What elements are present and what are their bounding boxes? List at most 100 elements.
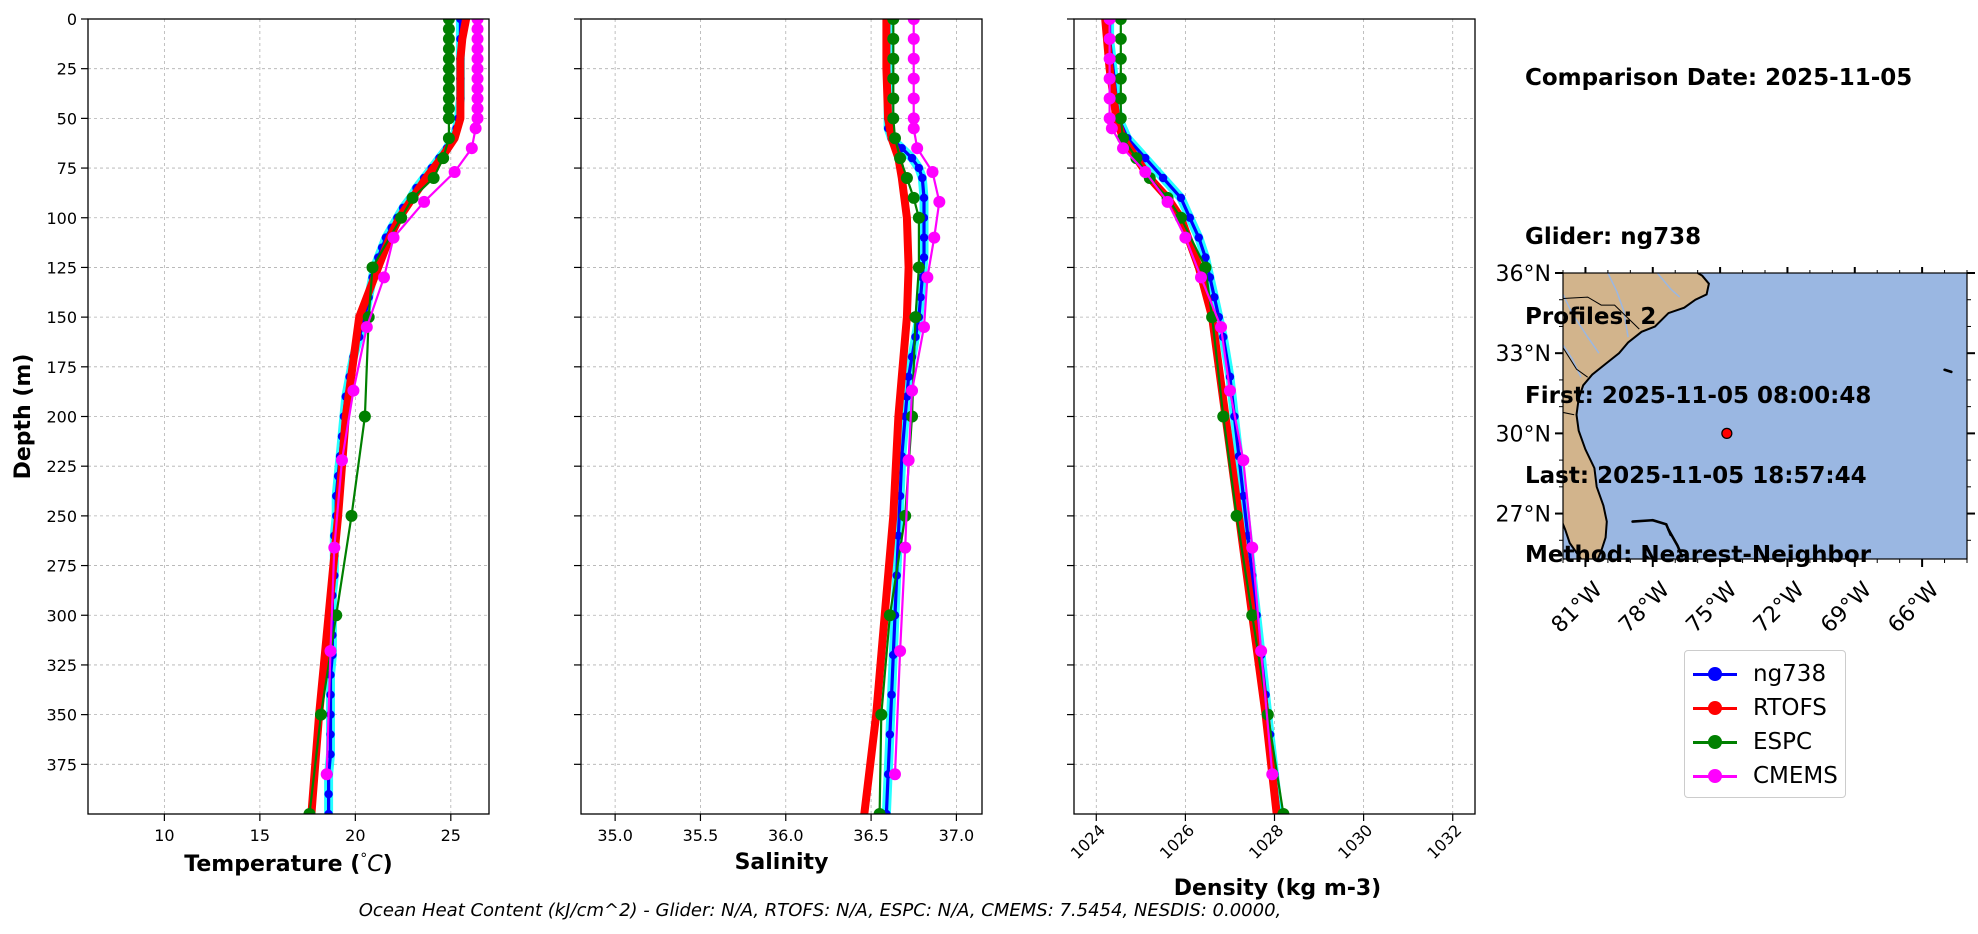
data-point-espc (366, 261, 379, 274)
data-point-cmems (907, 92, 920, 105)
x-tick-label: 1032 (1423, 821, 1465, 863)
data-point-cmems (1103, 72, 1116, 85)
x-tick-label: 1024 (1067, 821, 1109, 863)
data-point-espc (887, 112, 900, 125)
y-tick-label: 300 (46, 606, 77, 625)
data-point-ng738 (904, 372, 913, 381)
ocean-heat-content-footer: Ocean Heat Content (kJ/cm^2) - Glider: N… (358, 900, 1282, 921)
x-tick-label: 15 (250, 826, 270, 845)
data-point-ng738 (918, 173, 927, 183)
data-point-cmems (387, 231, 400, 244)
x-tick-label: 36.0 (768, 826, 804, 845)
legend: ng738 RTOFS ESPC CMEMS (1684, 650, 1846, 798)
data-point-cmems (1215, 321, 1228, 334)
data-point-espc (888, 132, 901, 145)
data-point-cmems (469, 122, 482, 135)
legend-label: RTOFS (1753, 695, 1827, 721)
data-point-cmems (894, 645, 907, 658)
data-point-espc (875, 708, 888, 721)
data-point-cmems (1194, 271, 1207, 284)
x-tick-label: 20 (345, 826, 365, 845)
data-point-ng738 (1210, 293, 1219, 302)
state-border (1563, 296, 1640, 330)
data-point-espc (358, 410, 371, 423)
data-point-espc (437, 152, 450, 165)
data-point-cmems (1161, 195, 1174, 208)
data-point-espc (887, 72, 900, 85)
data-point-cmems (933, 195, 946, 208)
data-point-espc (406, 191, 419, 204)
data-point-cmems (926, 166, 939, 179)
data-point-ng738 (907, 153, 917, 163)
data-point-cmems (418, 195, 431, 208)
legend-swatch-marker (1708, 701, 1722, 715)
data-point-cmems (1117, 142, 1130, 155)
data-point-ng738 (916, 293, 925, 302)
data-point-cmems (1139, 166, 1152, 179)
profile-panel-2: 35.0 35.5 36.0 36.5 37.0 Salinity (574, 18, 983, 875)
data-point-ng738 (1158, 173, 1168, 183)
state-border (1563, 346, 1588, 378)
data-point-espc (906, 410, 919, 423)
data-point-espc (427, 172, 440, 184)
x-axis-label: Temperature (°C) (184, 851, 392, 877)
data-point-espc (907, 191, 920, 204)
data-point-cmems (471, 92, 484, 105)
x-tick-label: 1030 (1334, 821, 1376, 863)
legend-item: ng738 (1693, 659, 1843, 689)
x-tick-label: 35.0 (597, 826, 633, 845)
data-point-espc (442, 52, 455, 65)
data-point-espc (395, 211, 408, 224)
data-point-espc (912, 261, 925, 274)
data-point-cmems (328, 541, 341, 554)
data-point-cmems (471, 82, 484, 95)
info-line: Glider: ng738 (1525, 224, 1702, 250)
data-point-ng738 (919, 253, 929, 262)
legend-swatch-marker (1708, 769, 1722, 783)
data-point-espc (894, 152, 907, 165)
data-point-ng738 (1185, 213, 1195, 222)
data-point-cmems (906, 384, 919, 397)
data-point-espc (442, 42, 455, 55)
legend-swatch-marker (1708, 735, 1722, 749)
y-axis-label: Depth (m) (11, 354, 36, 480)
y-tick-label: 150 (46, 308, 77, 327)
data-point-espc (1230, 509, 1243, 522)
island (1943, 368, 1953, 374)
data-point-ng738 (324, 809, 333, 814)
data-point-espc (442, 92, 455, 105)
data-point-espc (873, 808, 886, 814)
data-point-espc (1114, 32, 1127, 45)
y-tick-label: 250 (46, 507, 77, 526)
data-point-cmems (888, 768, 901, 781)
data-point-cmems (471, 112, 484, 125)
y-tick-label: 375 (46, 755, 77, 774)
data-point-cmems (471, 22, 484, 35)
y-tick-label: 175 (46, 358, 77, 377)
info-line: First: 2025-11-05 08:00:48 (1525, 383, 1872, 409)
data-point-ng738 (919, 233, 929, 242)
data-point-cmems (907, 122, 920, 135)
data-point-espc (887, 92, 900, 105)
legend-swatch-marker (1708, 667, 1722, 681)
data-point-cmems (347, 384, 360, 397)
data-point-espc (1217, 410, 1230, 423)
data-point-cmems (917, 321, 930, 334)
data-point-ng738 (885, 730, 895, 739)
series-line-cmems (1108, 19, 1274, 776)
data-point-cmems (471, 32, 484, 45)
y-tick-label: 100 (46, 209, 77, 228)
lat-tick-label: 30°N (1496, 422, 1551, 447)
y-tick-label: 275 (46, 557, 77, 576)
data-point-espc (1199, 261, 1212, 274)
data-point-cmems (907, 72, 920, 85)
data-point-espc (900, 172, 913, 184)
data-point-cmems (1103, 52, 1116, 65)
legend-item: ESPC (1693, 727, 1843, 757)
data-point-ng738 (1194, 233, 1203, 242)
info-line (1525, 145, 1912, 172)
data-point-espc (1114, 92, 1127, 105)
x-tick-label: 1028 (1245, 821, 1287, 863)
data-point-cmems (907, 112, 920, 125)
